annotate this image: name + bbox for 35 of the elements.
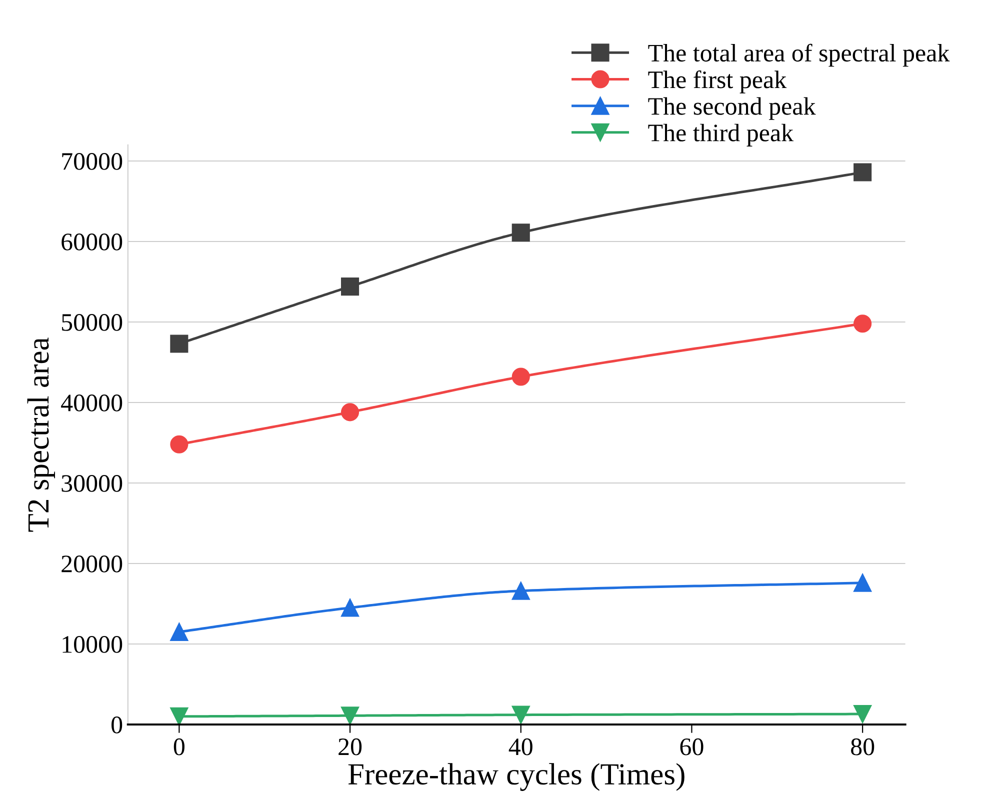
point xyxy=(340,403,360,422)
y-axis-title: T2 spectral area xyxy=(27,338,56,532)
x-tick-label: 40 xyxy=(508,738,532,756)
point xyxy=(512,706,530,724)
x-tick-label: 20 xyxy=(338,738,362,756)
y-tick-label: 40000 xyxy=(61,394,122,412)
point xyxy=(854,705,872,724)
y-tick-label: 0 xyxy=(112,716,122,734)
y-tick-label: 10000 xyxy=(62,636,122,653)
x-tick-label: 80 xyxy=(851,738,874,756)
point xyxy=(854,574,872,592)
point xyxy=(512,224,530,242)
x-axis-title: Freeze-thaw cycles (Times) xyxy=(348,763,684,791)
point xyxy=(854,314,872,333)
y-tick-label: 50000 xyxy=(62,314,122,331)
y-tick-label: 70000 xyxy=(62,153,122,170)
legend-label: The second peak xyxy=(648,97,816,120)
x-tick-label: 0 xyxy=(174,738,184,756)
point xyxy=(340,706,360,724)
point xyxy=(170,334,188,353)
legend-label: The first peak xyxy=(648,70,787,94)
y-tick-label: 60000 xyxy=(62,234,122,250)
point xyxy=(170,622,188,641)
point xyxy=(340,598,360,617)
point xyxy=(170,707,188,724)
y-tick-label: 20000 xyxy=(62,556,122,572)
x-tick-label: 60 xyxy=(680,738,704,756)
legend-label: The total area of spectral peak xyxy=(648,44,950,67)
point xyxy=(512,368,530,386)
point xyxy=(854,163,872,182)
legend-label: The third peak xyxy=(648,124,794,146)
y-tick-label: 30000 xyxy=(62,475,122,492)
point xyxy=(340,278,360,296)
point xyxy=(170,435,188,454)
point xyxy=(512,582,530,600)
